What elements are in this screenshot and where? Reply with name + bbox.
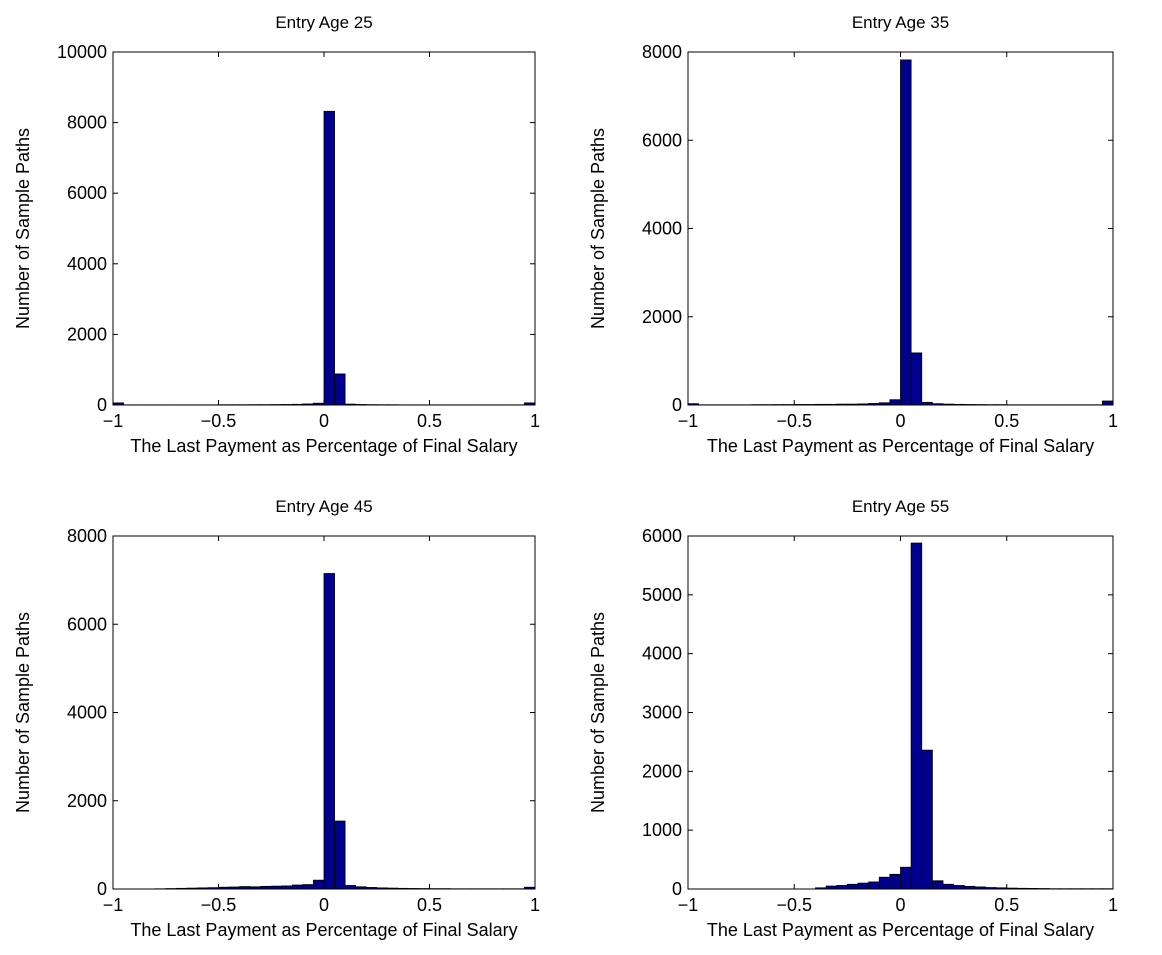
y-tick-label: 6000 [642,130,682,150]
histogram-bar [313,879,325,890]
x-tick-label: 1 [1108,895,1118,915]
x-tick-label: −1 [678,411,699,431]
histogram-bar [334,373,346,406]
chart-panel-2: −1 −0.5 0 0.5 1 0 2000 4000 6000 8000 Entry Age 35… [588,13,1118,456]
histogram-bar [846,883,859,890]
x-tick-label: 0 [895,411,905,431]
y-tick-label: 8000 [642,42,682,62]
histogram-bar [942,883,955,890]
y-tick-label: 2000 [642,761,682,781]
x-tick-label: 1 [530,895,540,915]
histogram-bar [323,110,335,406]
y-tick-label: 0 [97,395,107,415]
histogram-bar [910,542,923,890]
x-tick-label: −0.5 [201,411,237,431]
histogram-bar [291,884,304,890]
y-tick-label: 0 [672,395,682,415]
histogram-bar [344,885,357,890]
y-tick-label: 2000 [642,307,682,327]
histogram-bar [931,880,944,890]
histogram-bar [878,876,891,890]
y-tick-label: 2000 [67,791,107,811]
chart-panel-4: −1 −0.5 0 0.5 1 0 1000 2000 3000 4000 5000 6000 Entr… [588,497,1118,940]
x-tick-label: −1 [103,411,124,431]
y-tick-label: 6000 [642,526,682,546]
chart-title: Entry Age 45 [275,497,372,516]
histogram-bar [857,882,870,890]
x-tick-label: 0 [319,411,329,431]
y-tick-label: 1000 [642,820,682,840]
x-tick-label: −1 [678,895,699,915]
chart-title: Entry Age 55 [852,497,949,516]
x-tick-label: −0.5 [201,895,237,915]
histogram-bar [836,885,848,890]
x-tick-label: −0.5 [776,895,812,915]
x-tick-label: 0 [895,895,905,915]
y-tick-label: 8000 [67,113,107,133]
x-tick-label: 0.5 [417,411,442,431]
histogram-bar [1101,400,1114,406]
y-tick-label: 4000 [642,219,682,239]
y-tick-label: 6000 [67,183,107,203]
x-tick-label: 0 [319,895,329,915]
histogram-bar [953,885,965,890]
x-axis-label: The Last Payment as Percentage of Final … [707,920,1094,940]
histogram-bar [900,866,912,890]
y-tick-label: 5000 [642,585,682,605]
histogram-bar [889,873,901,890]
histogram-bar [921,749,933,890]
y-tick-label: 4000 [67,703,107,723]
histogram-bar [334,820,346,890]
y-tick-label: 4000 [642,644,682,664]
chart-panel-1: −1 −0.5 0 0.5 1 0 2000 4000 6000 8000 10000 Entry A… [13,13,540,456]
x-tick-label: −1 [103,895,124,915]
chart-panel-3: −1 −0.5 0 0.5 1 0 2000 4000 6000 8000 Entry Age 45… [13,497,540,940]
y-tick-label: 4000 [67,254,107,274]
histogram-bar [302,884,314,890]
y-tick-label: 3000 [642,703,682,723]
x-tick-label: 0.5 [417,895,442,915]
histogram-bar [889,399,901,406]
x-tick-label: 1 [530,411,540,431]
x-tick-label: 1 [1108,411,1118,431]
y-tick-label: 0 [672,879,682,899]
y-axis-label: Number of Sample Paths [13,128,33,329]
x-tick-label: −0.5 [776,411,812,431]
y-axis-label: Number of Sample Paths [588,128,608,329]
histogram-bar [900,59,912,406]
x-axis-label: The Last Payment as Percentage of Final … [130,436,517,456]
y-tick-label: 6000 [67,614,107,634]
x-axis-label: The Last Payment as Percentage of Final … [707,436,1094,456]
y-tick-label: 10000 [57,42,107,62]
y-axis-label: Number of Sample Paths [13,612,33,813]
y-tick-label: 2000 [67,324,107,344]
y-tick-label: 8000 [67,526,107,546]
histogram-bar [868,881,880,890]
y-axis-label: Number of Sample Paths [588,612,608,813]
x-axis-label: The Last Payment as Percentage of Final … [130,920,517,940]
y-tick-label: 0 [97,879,107,899]
plot-area [688,536,1113,889]
histogram-bar [323,573,335,890]
histogram-bar [910,352,923,406]
x-tick-label: 0.5 [994,895,1019,915]
x-tick-label: 0.5 [994,411,1019,431]
chart-title: Entry Age 35 [852,13,949,32]
chart-title: Entry Age 25 [275,13,372,32]
